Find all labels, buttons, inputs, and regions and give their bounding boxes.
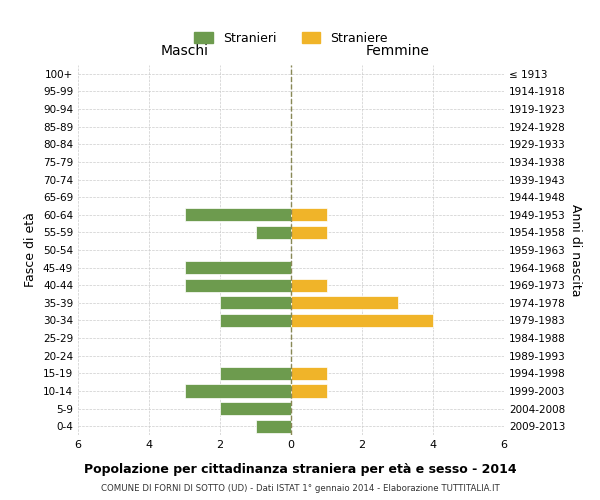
Bar	[220, 314, 291, 327]
Bar	[291, 208, 326, 222]
Bar	[220, 296, 291, 310]
Bar	[291, 226, 326, 239]
Bar	[185, 384, 291, 398]
Bar	[256, 226, 291, 239]
Text: Popolazione per cittadinanza straniera per età e sesso - 2014: Popolazione per cittadinanza straniera p…	[83, 462, 517, 475]
Bar	[220, 366, 291, 380]
Text: COMUNE DI FORNI DI SOTTO (UD) - Dati ISTAT 1° gennaio 2014 - Elaborazione TUTTIT: COMUNE DI FORNI DI SOTTO (UD) - Dati IST…	[101, 484, 499, 493]
Bar	[291, 296, 398, 310]
Text: Femmine: Femmine	[365, 44, 430, 58]
Bar	[291, 384, 326, 398]
Bar	[291, 366, 326, 380]
Y-axis label: Fasce di età: Fasce di età	[25, 212, 37, 288]
Bar	[291, 314, 433, 327]
Bar	[185, 261, 291, 274]
Bar	[185, 278, 291, 292]
Text: Maschi: Maschi	[161, 44, 209, 58]
Legend: Stranieri, Straniere: Stranieri, Straniere	[189, 27, 393, 50]
Bar	[185, 208, 291, 222]
Bar	[220, 402, 291, 415]
Bar	[291, 278, 326, 292]
Bar	[256, 420, 291, 433]
Y-axis label: Anni di nascita: Anni di nascita	[569, 204, 582, 296]
